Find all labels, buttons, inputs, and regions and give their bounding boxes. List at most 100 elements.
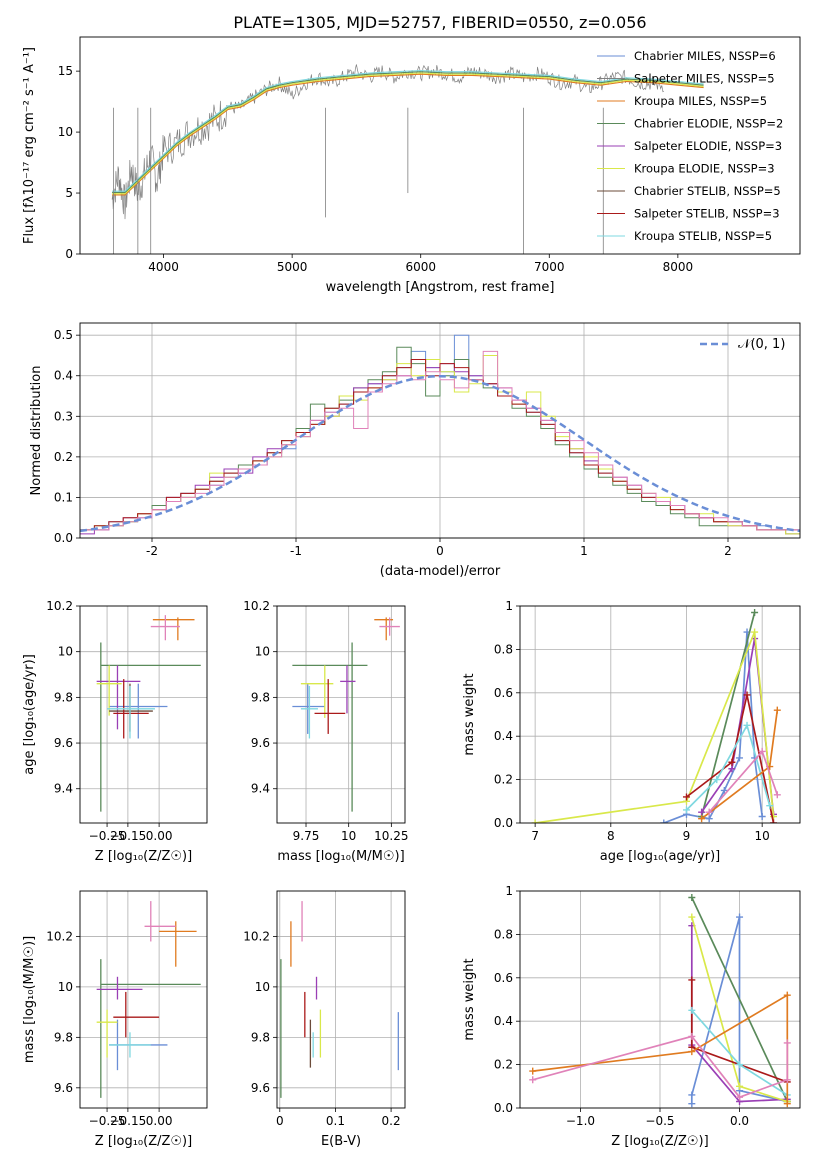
y-tick-label: 1: [505, 599, 513, 613]
x-tick-label: 8000: [663, 260, 694, 274]
y-tick-label: 10.2: [243, 929, 270, 943]
y-tick-label: 9.6: [251, 1081, 270, 1095]
y-tick-label: 0.4: [494, 1014, 513, 1028]
x-tick-label: 10.25: [374, 829, 408, 843]
y-tick-label: 10.2: [46, 929, 73, 943]
plot-area: [529, 894, 791, 1108]
y-tick-label: 0.4: [54, 369, 73, 383]
x-tick-label: 4000: [148, 260, 179, 274]
weight-marker: [688, 1100, 696, 1108]
weight-marker: [720, 786, 728, 794]
y-tick-label: 0.3: [54, 409, 73, 423]
weight-marker: [736, 1082, 744, 1090]
legend-entry: 𝒩(0, 1): [738, 337, 785, 352]
weight-marker: [728, 758, 736, 766]
weight-line: [691, 897, 789, 1102]
weight-marker: [783, 991, 791, 999]
plot-area: [96, 615, 201, 812]
y-tick-label: 9.4: [54, 782, 73, 796]
legend-entry: Kroupa STELIB, NSSP=5: [634, 229, 772, 243]
x-axis-label: wavelength [Angstrom, rest frame]: [326, 280, 555, 295]
x-tick-label: −0.25: [89, 1114, 126, 1128]
axes-frame: [519, 890, 801, 1109]
weight-marker: [783, 1039, 791, 1047]
y-axis-label: mass [log₁₀(M/M☉)]: [22, 936, 37, 1063]
y-tick-label: 15: [58, 64, 73, 78]
y-tick-label: 0.0: [54, 531, 73, 545]
x-axis-label: Z [log₁₀(Z/Z☉)]: [95, 1134, 192, 1149]
weight-marker: [688, 894, 696, 902]
weight-marker: [688, 1032, 696, 1040]
x-tick-label: 1: [580, 544, 588, 558]
y-tick-label: 10: [58, 645, 73, 659]
legend-entry: Chabrier MILES, NSSP=6: [634, 49, 776, 63]
y-tick-label: 1: [505, 884, 513, 898]
y-tick-label: 10: [58, 980, 73, 994]
x-axis-label: age [log₁₀(age/yr)]: [600, 849, 721, 864]
weight-marker: [770, 812, 778, 820]
legend-entry: Kroupa ELODIE, NSSP=3: [634, 162, 775, 176]
weight-marker: [758, 812, 766, 820]
figure-title: PLATE=1305, MJD=52757, FIBERID=0550, z=0…: [233, 13, 646, 32]
weight-marker: [773, 706, 781, 714]
x-tick-label: 7000: [534, 260, 565, 274]
x-tick-label: 2: [724, 544, 732, 558]
y-tick-label: 10: [255, 980, 270, 994]
y-tick-label: 0.6: [494, 686, 513, 700]
axes-frame: [79, 322, 801, 539]
weight-marker: [688, 1048, 696, 1056]
y-tick-label: 0.2: [494, 773, 513, 787]
x-tick-label: −0.15: [109, 1114, 146, 1128]
x-tick-label: 0.0: [730, 1114, 749, 1128]
y-tick-label: 0.6: [494, 971, 513, 985]
weight-marker: [743, 691, 751, 699]
y-tick-label: 10.2: [46, 599, 73, 613]
x-tick-label: 9: [683, 829, 691, 843]
model-spectrum-line: [112, 71, 704, 193]
weight-marker: [682, 806, 690, 814]
axes-frame: [276, 890, 406, 1109]
x-tick-label: 10: [755, 829, 770, 843]
weight-marker: [531, 819, 539, 823]
x-tick-label: 10: [341, 829, 356, 843]
x-tick-label: 7: [531, 829, 539, 843]
y-tick-label: 9.6: [54, 1081, 73, 1095]
weight-marker: [698, 815, 706, 823]
weight-marker: [773, 791, 781, 799]
weight-marker: [728, 765, 736, 773]
panel-mass_vs_ebv: 0 0.1 0.2 9.6 9.8 10 10.2 E(B-V): [243, 890, 406, 1149]
axes-frame: [79, 605, 208, 824]
axes-frame: [79, 890, 208, 1109]
weight-marker: [751, 628, 759, 636]
x-tick-label: −0.15: [109, 829, 146, 843]
y-tick-label: 0.1: [54, 490, 73, 504]
x-tick-label: −0.25: [89, 829, 126, 843]
plot-area: [292, 617, 400, 812]
panel-mass_vs_Z: −0.25−0.15 0.00 9.6 9.8 10 10.2 Z [log₁₀(Z/Z☉)…: [22, 890, 208, 1149]
weight-marker: [698, 808, 706, 816]
y-tick-label: 9.6: [54, 736, 73, 750]
x-tick-label: −0.5: [645, 1114, 674, 1128]
x-tick-label: 0.00: [146, 1114, 173, 1128]
axes-frame: [519, 605, 801, 824]
y-tick-label: 0.2: [494, 1058, 513, 1072]
weight-marker: [743, 721, 751, 729]
weight-line: [700, 612, 756, 817]
legend-entry: Kroupa MILES, NSSP=5: [634, 94, 767, 108]
x-tick-label: 8: [607, 829, 615, 843]
weight-marker: [751, 609, 759, 617]
y-axis-label: age [log₁₀(age/yr)]: [22, 654, 37, 775]
model-spectrum-line: [112, 72, 704, 195]
x-tick-label: 5000: [277, 260, 308, 274]
x-axis-label: (data-model)/error: [380, 564, 501, 579]
weight-marker: [705, 808, 713, 816]
normal-curve: [80, 374, 800, 533]
legend-entry: Chabrier ELODIE, NSSP=2: [634, 117, 783, 131]
y-tick-label: 9.8: [54, 690, 73, 704]
y-tick-label: 9.6: [251, 736, 270, 750]
x-tick-label: -1: [290, 544, 302, 558]
weight-marker: [682, 793, 690, 801]
x-tick-label: -2: [146, 544, 158, 558]
panel-age_vs_mass: 9.75 10 10.25 9.4 9.6 9.8 10 10.2 mass [log₁₀(M/…: [243, 599, 408, 864]
weight-marker: [770, 819, 778, 823]
